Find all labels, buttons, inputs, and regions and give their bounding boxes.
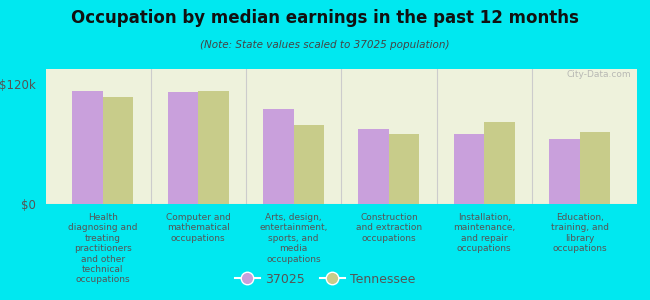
Bar [358, 129, 389, 204]
Bar [72, 91, 103, 204]
Bar [263, 109, 294, 204]
Bar [549, 139, 580, 204]
Bar [294, 125, 324, 204]
Bar [454, 134, 484, 204]
Text: City-Data.com: City-Data.com [566, 70, 631, 79]
Text: (Note: State values scaled to 37025 population): (Note: State values scaled to 37025 popu… [200, 40, 450, 50]
Bar [168, 92, 198, 204]
Bar [484, 122, 515, 204]
Text: Occupation by median earnings in the past 12 months: Occupation by median earnings in the pas… [71, 9, 579, 27]
Bar [198, 91, 229, 204]
Bar [103, 97, 133, 204]
Legend: 37025, Tennessee: 37025, Tennessee [230, 268, 420, 291]
Bar [389, 134, 419, 204]
Bar [580, 132, 610, 204]
